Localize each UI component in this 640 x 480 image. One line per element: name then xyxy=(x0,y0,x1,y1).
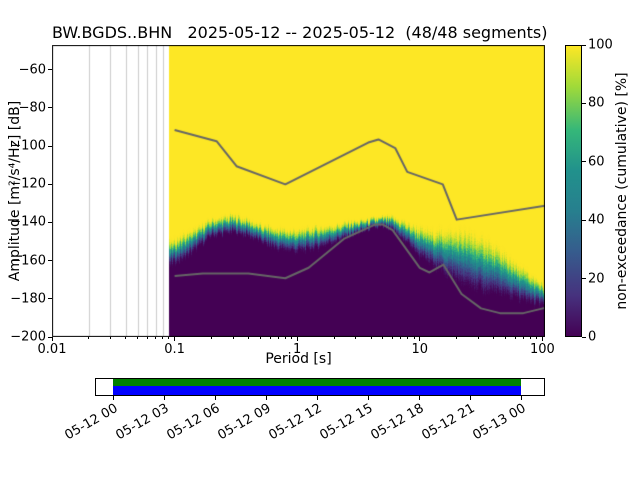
x-minor-tick-mark xyxy=(522,337,524,339)
y-tick-mark xyxy=(48,183,52,185)
time-tick-mark xyxy=(214,396,216,400)
x-minor-tick-mark xyxy=(392,337,394,339)
time-tick-label: 05-12 18 xyxy=(368,401,427,444)
time-tick-mark xyxy=(367,396,369,400)
x-tick-label: 0.01 xyxy=(37,342,67,357)
x-minor-tick-mark xyxy=(355,337,357,339)
x-minor-tick-mark xyxy=(125,337,127,339)
x-tick-label: 10 xyxy=(411,342,429,357)
y-tick-label: −200 xyxy=(10,329,46,345)
x-minor-tick-mark xyxy=(504,337,506,339)
y-tick-mark xyxy=(48,336,52,338)
x-minor-tick-mark xyxy=(277,337,279,339)
x-minor-tick-mark xyxy=(456,337,458,339)
colorbar-tick-label: 20 xyxy=(588,271,605,287)
colorbar-tick-mark xyxy=(582,278,586,280)
x-tick-label: 0.1 xyxy=(164,342,185,357)
x-minor-tick-mark xyxy=(109,337,111,339)
x-tick-mark xyxy=(541,337,543,341)
x-minor-tick-mark xyxy=(146,337,148,339)
ppsd-heatmap xyxy=(52,45,545,337)
x-minor-tick-mark xyxy=(284,337,286,339)
x-minor-tick-mark xyxy=(413,337,415,339)
x-minor-tick-mark xyxy=(382,337,384,339)
x-minor-tick-mark xyxy=(477,337,479,339)
y-tick-mark xyxy=(48,69,52,71)
y-tick-label: −80 xyxy=(18,100,46,116)
x-tick-label: 1 xyxy=(293,342,302,357)
x-minor-tick-mark xyxy=(88,337,90,339)
colorbar-tick-label: 0 xyxy=(588,329,597,345)
y-tick-label: −100 xyxy=(10,138,46,154)
time-tick-label: 05-12 03 xyxy=(113,401,172,444)
time-tick-label: 05-13 00 xyxy=(470,401,529,444)
x-minor-tick-mark xyxy=(530,337,532,339)
y-tick-label: −120 xyxy=(10,176,46,192)
x-minor-tick-mark xyxy=(259,337,261,339)
x-minor-tick-mark xyxy=(493,337,495,339)
x-minor-tick-mark xyxy=(232,337,234,339)
time-tick-label: 05-12 06 xyxy=(164,401,223,444)
time-tick-mark xyxy=(469,396,471,400)
time-tick-label: 05-12 21 xyxy=(419,401,478,444)
colorbar-tick-mark xyxy=(582,161,586,163)
time-tick-label: 05-12 00 xyxy=(62,401,121,444)
y-tick-mark xyxy=(48,221,52,223)
time-tick-label: 05-12 09 xyxy=(215,401,274,444)
x-minor-tick-mark xyxy=(269,337,271,339)
x-tick-mark xyxy=(51,337,53,341)
colorbar-tick-label: 100 xyxy=(588,37,613,53)
x-minor-tick-mark xyxy=(137,337,139,339)
x-tick-mark xyxy=(419,337,421,341)
colorbar-tick-mark xyxy=(582,102,586,104)
x-minor-tick-mark xyxy=(247,337,249,339)
x-minor-tick-mark xyxy=(291,337,293,339)
colorbar xyxy=(565,45,582,337)
y-tick-label: −60 xyxy=(18,62,46,78)
time-tick-mark xyxy=(418,396,420,400)
time-tick-mark xyxy=(163,396,165,400)
x-tick-mark xyxy=(174,337,176,341)
x-minor-tick-mark xyxy=(162,337,164,339)
time-tick-mark xyxy=(520,396,522,400)
colorbar-tick-mark xyxy=(582,219,586,221)
colorbar-tick-mark xyxy=(582,336,586,338)
x-minor-tick-mark xyxy=(536,337,538,339)
time-tick-mark xyxy=(316,396,318,400)
x-minor-tick-mark xyxy=(168,337,170,339)
x-minor-tick-mark xyxy=(211,337,212,339)
x-minor-tick-mark xyxy=(400,337,402,339)
time-tick-mark xyxy=(265,396,267,400)
y-tick-mark xyxy=(48,145,52,147)
availability-data-bar xyxy=(113,386,521,395)
x-minor-tick-mark xyxy=(155,337,157,339)
x-minor-tick-mark xyxy=(407,337,409,339)
y-tick-mark xyxy=(48,107,52,109)
x-tick-label: 100 xyxy=(529,342,555,357)
time-tick-label: 05-12 15 xyxy=(317,401,376,444)
y-tick-label: −160 xyxy=(10,253,46,269)
x-axis-label: Period [s] xyxy=(265,351,332,367)
y-tick-label: −180 xyxy=(10,291,46,307)
availability-used-bar xyxy=(113,379,521,386)
y-tick-label: −140 xyxy=(10,214,46,230)
colorbar-tick-mark xyxy=(582,44,586,46)
colorbar-tick-label: 60 xyxy=(588,154,605,170)
chart-title: BW.BGDS..BHN 2025-05-12 -- 2025-05-12 (4… xyxy=(52,23,548,42)
x-minor-tick-mark xyxy=(370,337,372,339)
x-minor-tick-mark xyxy=(514,337,516,339)
colorbar-tick-label: 40 xyxy=(588,212,605,228)
colorbar-label: non-exceedance (cumulative) [%] xyxy=(614,72,630,310)
y-tick-mark xyxy=(48,298,52,300)
colorbar-tick-label: 80 xyxy=(588,95,605,111)
y-tick-mark xyxy=(48,260,52,262)
x-minor-tick-mark xyxy=(333,337,335,339)
time-tick-mark xyxy=(112,396,114,400)
time-tick-label: 05-12 12 xyxy=(266,401,325,444)
x-tick-mark xyxy=(296,337,298,341)
